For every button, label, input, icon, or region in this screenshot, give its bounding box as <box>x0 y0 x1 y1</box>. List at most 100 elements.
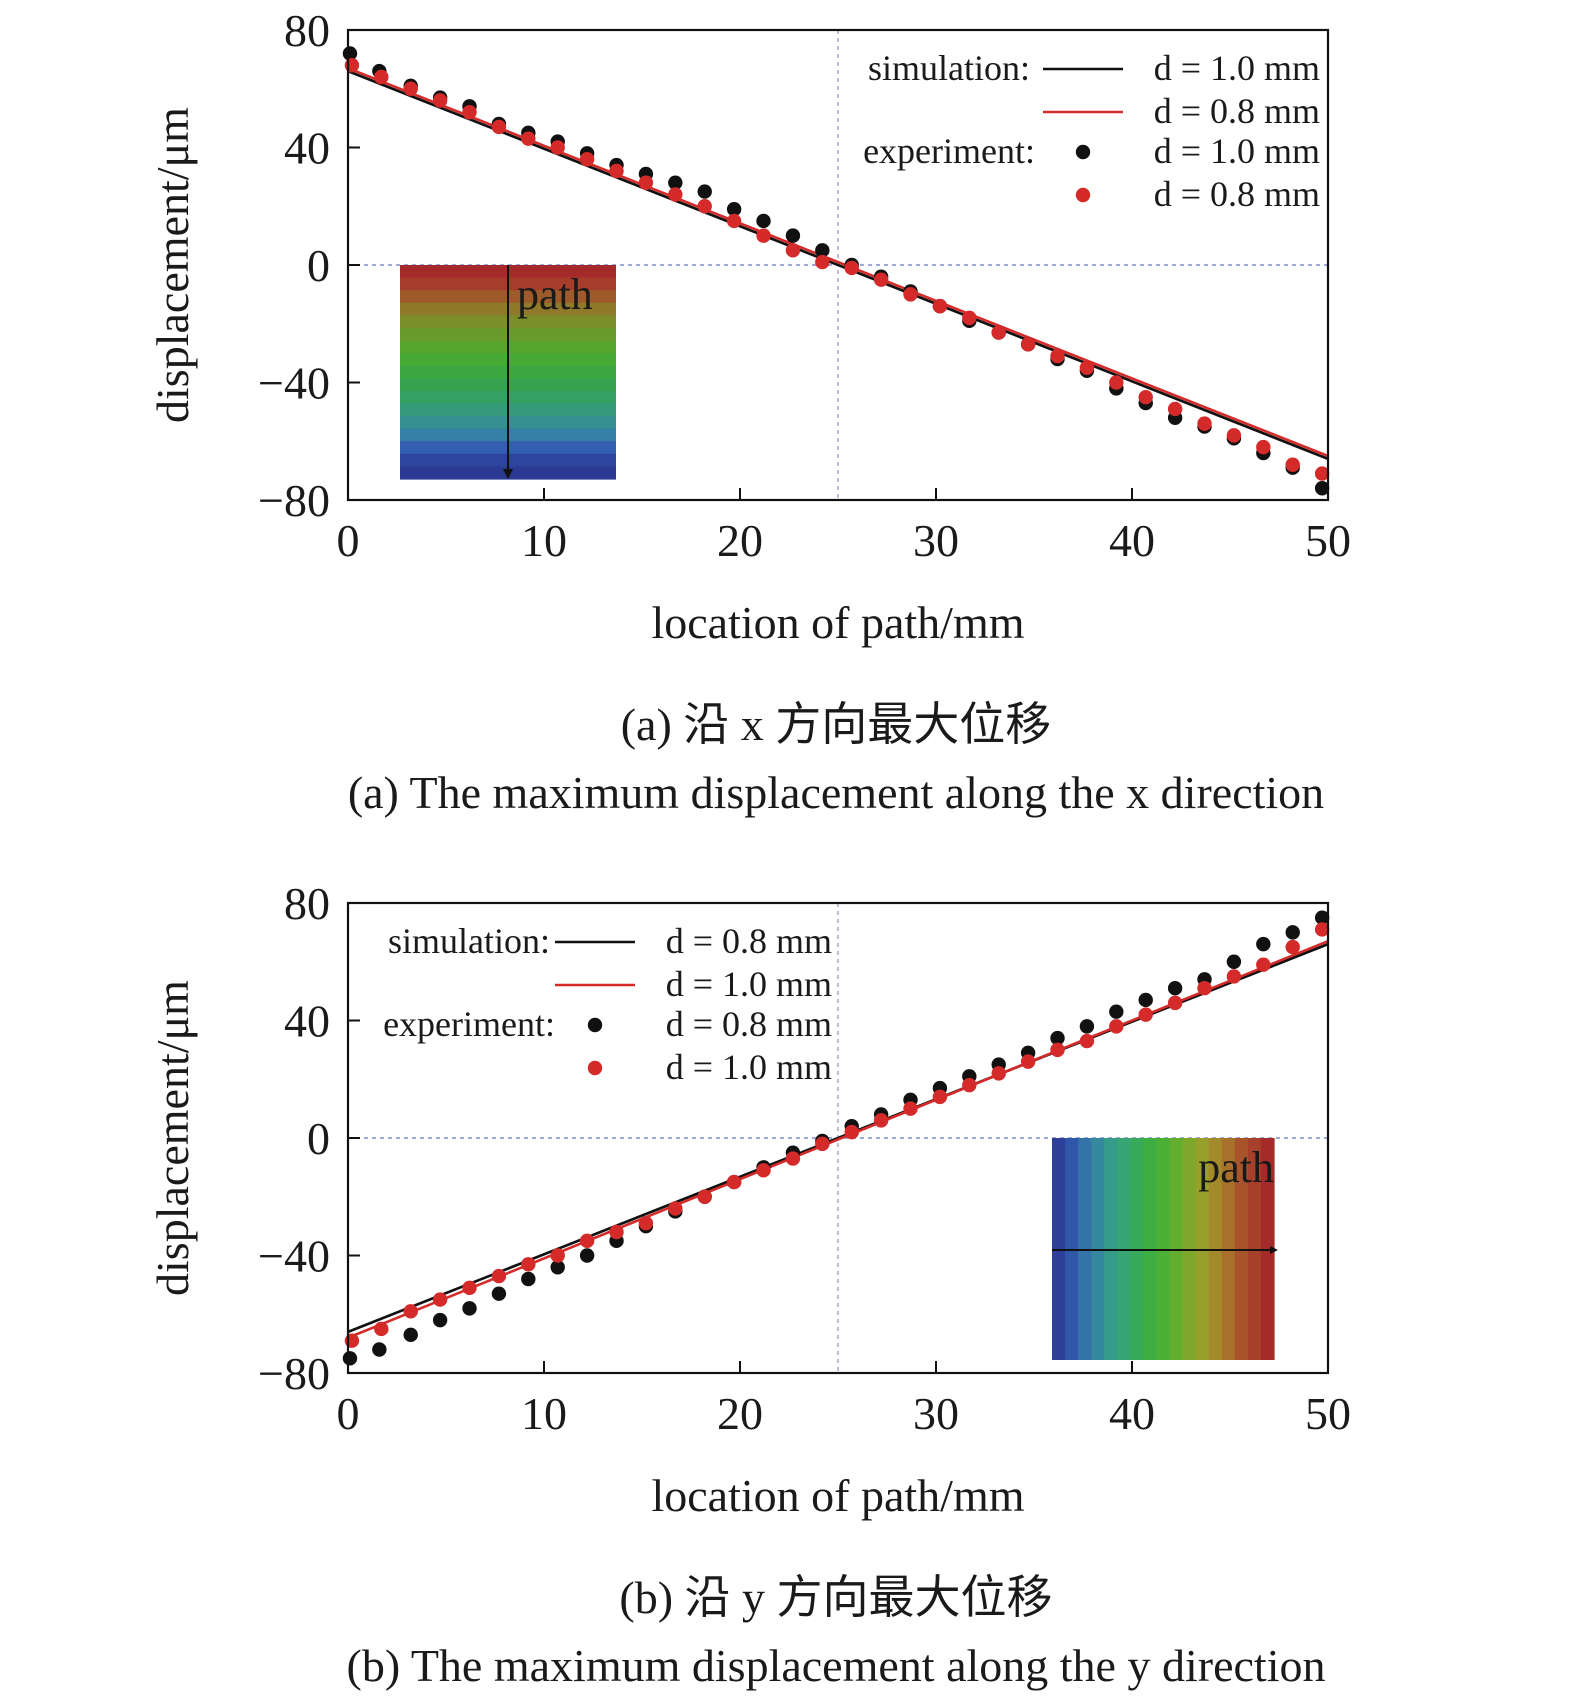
panel-a-exp-point <box>609 163 624 179</box>
panel-a-simulation-lines <box>347 66 1329 461</box>
panel-b-exp-point <box>903 1101 918 1116</box>
panel-b-exp-point <box>521 1271 536 1287</box>
panel-a-exp-point <box>1314 481 1330 496</box>
panel-b-exp-point <box>374 1321 389 1337</box>
panel-b-exp-point <box>1256 957 1271 972</box>
panel-a-y-tick-label: −80 <box>258 475 330 526</box>
panel-b-exp-point <box>785 1151 801 1166</box>
panel-b-exp-point <box>1079 1033 1095 1049</box>
panel-a-exp-point <box>1285 457 1300 472</box>
panel-a-exp-point <box>491 119 507 135</box>
panel-a-exp-point <box>1138 389 1153 405</box>
panel-b-sim-line-0 <box>347 942 1329 1334</box>
panel-b-legend-entry: d = 1.0 mm <box>666 964 832 1004</box>
panel-a-x-tick-label: 30 <box>913 515 959 566</box>
panel-b-inset-contour: path <box>1052 1138 1278 1360</box>
panel-b-exp-point <box>432 1292 448 1307</box>
panel-b-exp-point <box>521 1257 536 1272</box>
panel-a-legend-entry: d = 1.0 mm <box>1154 131 1320 171</box>
panel-b-x-tick-label: 20 <box>717 1388 763 1439</box>
panel-b-exp-point <box>638 1215 654 1231</box>
panel-b-legend: simulation:experiment:d = 0.8 mmd = 1.0 … <box>383 921 832 1087</box>
panel-a-exp-point <box>1256 439 1271 455</box>
panel-b-exp-point <box>1109 1004 1124 1019</box>
panel-b-x-tick-label: 10 <box>521 1388 567 1439</box>
panel-b-exp-point <box>462 1280 477 1296</box>
panel-a-exp-point <box>579 152 595 167</box>
panel-a-legend: simulation:experiment:d = 1.0 mmd = 0.8 … <box>863 48 1320 214</box>
panel-b-exp-point <box>962 1077 977 1093</box>
panel-b-experiment-points <box>342 910 1330 1366</box>
panel-b-caption-cn: (b) 沿 y 方向最大位移 <box>619 1572 1052 1623</box>
panel-b-legend-dot-swatch <box>587 1017 603 1033</box>
panel-b-inset-path-label: path <box>1198 1143 1274 1192</box>
panel-a-exp-point <box>1167 401 1183 417</box>
panel-a-exp-point <box>697 199 712 214</box>
panel-a-exp-point <box>1079 360 1095 376</box>
panel-b-y-tick-label: 40 <box>284 996 330 1047</box>
panel-b-exp-point <box>342 1351 358 1366</box>
panel-b-exp-point <box>1167 995 1183 1011</box>
panel-b-exp-point <box>550 1248 565 1263</box>
panel-a-y-tick-label: 40 <box>284 123 330 174</box>
panel-a-legend-experiment-label: experiment: <box>863 131 1035 171</box>
panel-a-exp-point <box>1314 466 1330 481</box>
panel-b-sim-line-1 <box>347 939 1329 1339</box>
panel-a-exp-point <box>344 58 360 73</box>
panel-b-y-axis-label: displacement/μm <box>147 980 198 1296</box>
panel-b-exp-point <box>1197 980 1212 996</box>
panel-b-y-tick-label: −80 <box>258 1348 330 1399</box>
panel-b-exp-point <box>372 1342 387 1357</box>
panel-a-y-tick-label: 80 <box>284 5 330 56</box>
panel-b-exp-point <box>668 1201 683 1216</box>
panel-b-exp-point <box>1079 1019 1095 1034</box>
panel-b-inset-arrow-head <box>1270 1246 1278 1254</box>
panel-b-exp-point <box>815 1136 830 1152</box>
panel-a-caption-en: (a) The maximum displacement along the x… <box>348 767 1324 818</box>
panel-b-exp-point <box>873 1113 889 1128</box>
panel-a-x-tick-label: 50 <box>1305 515 1351 566</box>
panel-a-exp-point <box>668 175 683 190</box>
panel-b-exp-point <box>403 1327 418 1343</box>
panel-a-exp-point <box>342 46 358 61</box>
panel-a-exp-point <box>726 213 742 229</box>
panel-b-exp-point <box>579 1248 595 1263</box>
panel-a-exp-point <box>785 243 801 258</box>
panel-a-exp-point <box>668 187 683 202</box>
panel-a-caption-cn: (a) 沿 x 方向最大位移 <box>621 699 1052 750</box>
panel-b-exp-point <box>1226 969 1242 984</box>
panel-a-inset-path-label: path <box>517 270 593 319</box>
panel-b-legend-dot-swatch <box>587 1060 603 1076</box>
panel-b-exp-point <box>344 1333 360 1348</box>
panel-b-exp-point <box>1256 936 1271 952</box>
panel-b-exp-point <box>491 1286 507 1301</box>
panel-b-x-tick-label: 40 <box>1109 1388 1155 1439</box>
panel-a-exp-point <box>638 175 654 190</box>
panel-b-exp-point <box>1138 1007 1153 1022</box>
panel-b-exp-point <box>1314 922 1330 937</box>
panel-b-exp-point <box>403 1304 418 1319</box>
panel-b-exp-point <box>432 1312 448 1328</box>
panel-b-y-tick-label: 0 <box>307 1113 330 1164</box>
panel-b-exp-point <box>491 1268 507 1284</box>
panel-a-legend-dot-swatch <box>1075 187 1091 203</box>
panel-a-exp-point <box>903 287 918 302</box>
panel-a-exp-point <box>815 254 830 270</box>
panel-a-x-tick-label: 0 <box>337 515 360 566</box>
panel-a-exp-point <box>756 213 771 229</box>
panel-a-exp-point <box>1020 337 1036 352</box>
panel-a-x-tick-label: 40 <box>1109 515 1155 566</box>
panel-b-simulation-lines <box>347 939 1329 1339</box>
panel-b-exp-point <box>932 1089 948 1105</box>
panel-b-exp-point <box>609 1224 624 1240</box>
panel-a-x-tick-label: 10 <box>521 515 567 566</box>
panel-a-inset-contour: path <box>400 265 616 480</box>
panel-b-exp-point <box>844 1124 859 1140</box>
panel-a-exp-point <box>756 228 771 243</box>
panel-b-exp-point <box>991 1066 1006 1081</box>
panel-b-exp-point <box>1050 1030 1065 1046</box>
panel-b-legend-experiment-label: experiment: <box>383 1004 555 1044</box>
panel-a-legend-entry: d = 0.8 mm <box>1154 174 1320 214</box>
panel-a-exp-point <box>697 184 712 199</box>
